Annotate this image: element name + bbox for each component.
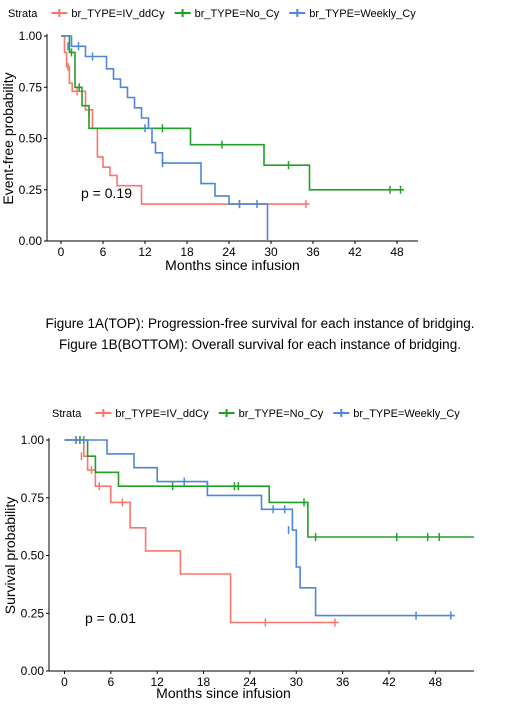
x-tick-label: 48 — [390, 245, 404, 259]
legend-title: Strata — [8, 8, 38, 20]
y-tick-label: 0.00 — [19, 234, 43, 248]
km-step-line — [64, 439, 474, 538]
legend-item-br-type-no-cy: br_TYPE=No_Cy — [174, 8, 280, 20]
series-br-type-no-cy — [61, 35, 404, 194]
series-br-type-weekly-cy — [64, 436, 455, 620]
y-tick-label: 1.00 — [21, 433, 45, 447]
x-tick-label: 30 — [290, 675, 304, 689]
y-tick-label: 0.25 — [21, 606, 45, 620]
x-tick-label: 36 — [336, 675, 350, 689]
caption-bottom: Figure 1B(BOTTOM): Overall survival for … — [59, 337, 461, 352]
y-tick-label: 0.00 — [21, 664, 45, 678]
km-step-line — [61, 35, 404, 191]
legend-label: br_TYPE=IV_ddCy — [71, 8, 165, 20]
km-step-line — [61, 35, 269, 241]
legend-label: br_TYPE=Weekly_Cy — [353, 408, 460, 420]
x-tick-label: 24 — [243, 675, 257, 689]
km-plot-progression-free: Strata br_TYPE=IV_ddCy br_TYPE=No_Cy br_TYP… — [0, 8, 418, 273]
x-tick-label: 18 — [180, 245, 194, 259]
y-tick-label: 0.50 — [19, 132, 43, 146]
x-axis-title: Months since infusion — [165, 257, 300, 273]
x-tick-label: 42 — [382, 675, 396, 689]
series-br-type-iv-ddcy — [64, 436, 339, 627]
km-plot-overall-survival: Strata br_TYPE=IV_ddCy br_TYPE=No_Cy br_TYP… — [2, 408, 474, 701]
legend-title: Strata — [52, 408, 82, 420]
km-step-line — [64, 439, 455, 617]
x-axis-title: Months since infusion — [156, 685, 291, 701]
x-tick-label: 12 — [151, 675, 165, 689]
legend-item-br-type-weekly-cy: br_TYPE=Weekly_Cy — [333, 408, 460, 420]
series-br-type-no-cy — [64, 436, 474, 542]
x-tick-label: 0 — [61, 675, 68, 689]
x-tick-label: 6 — [100, 245, 107, 259]
x-tick-label: 18 — [197, 675, 211, 689]
y-tick-label: 1.00 — [19, 29, 43, 43]
legend: Strata br_TYPE=IV_ddCy br_TYPE=No_Cy br_TYP… — [52, 408, 460, 420]
legend-item-br-type-iv-ddcy: br_TYPE=IV_ddCy — [51, 8, 165, 20]
x-tick-label: 48 — [429, 675, 443, 689]
caption-top: Figure 1A(TOP): Progression-free surviva… — [46, 316, 475, 331]
legend-item-br-type-no-cy: br_TYPE=No_Cy — [218, 408, 324, 420]
series-br-type-iv-ddcy — [61, 35, 310, 209]
legend-label: br_TYPE=No_Cy — [195, 8, 280, 20]
x-tick-label: 24 — [222, 245, 236, 259]
y-tick-label: 0.25 — [19, 183, 43, 197]
legend-item-br-type-iv-ddcy: br_TYPE=IV_ddCy — [95, 408, 209, 420]
x-tick-label: 12 — [138, 245, 152, 259]
y-tick-label: 0.50 — [21, 549, 45, 563]
x-tick-label: 36 — [306, 245, 320, 259]
series-br-type-weekly-cy — [61, 35, 269, 241]
y-tick-label: 0.75 — [21, 491, 45, 505]
x-tick-label: 42 — [348, 245, 362, 259]
x-tick-label: 0 — [58, 245, 65, 259]
y-axis-title: Survival probability — [2, 497, 18, 615]
km-step-line — [64, 439, 339, 624]
p-value-annotation: p = 0.19 — [81, 185, 132, 201]
legend: Strata br_TYPE=IV_ddCy br_TYPE=No_Cy br_TYP… — [8, 8, 416, 20]
legend-label: br_TYPE=Weekly_Cy — [309, 8, 416, 20]
y-tick-label: 0.75 — [19, 80, 43, 94]
p-value-annotation: p = 0.01 — [85, 610, 136, 626]
x-tick-label: 30 — [264, 245, 278, 259]
km-step-line — [61, 35, 310, 205]
legend-label: br_TYPE=IV_ddCy — [115, 408, 209, 420]
x-tick-label: 6 — [107, 675, 114, 689]
legend-item-br-type-weekly-cy: br_TYPE=Weekly_Cy — [289, 8, 416, 20]
y-axis-title: Event-free probability — [0, 72, 16, 204]
legend-label: br_TYPE=No_Cy — [239, 408, 324, 420]
